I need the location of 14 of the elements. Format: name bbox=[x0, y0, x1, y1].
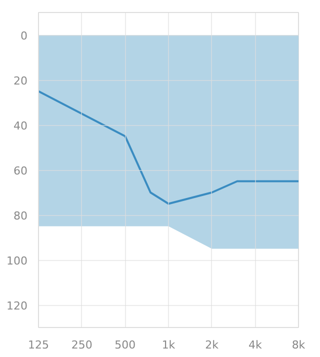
x-tick-label: 250 bbox=[71, 338, 92, 352]
y-tick-label: 60 bbox=[14, 164, 28, 178]
y-tick-label: 80 bbox=[14, 210, 28, 222]
x-tick-label: 8k bbox=[292, 338, 306, 352]
y-tick-label: 0 bbox=[20, 30, 28, 42]
y-tick-label: 40 bbox=[14, 120, 28, 132]
x-tick-label: 2k bbox=[205, 338, 220, 352]
y-tick-label: 100 bbox=[6, 254, 28, 268]
y-tick-label: 120 bbox=[6, 300, 28, 312]
x-tick-label: 4k bbox=[248, 338, 262, 352]
x-tick-label: 500 bbox=[114, 338, 136, 352]
x-tick-label: 125 bbox=[28, 338, 49, 352]
y-tick-label: 20 bbox=[14, 74, 28, 88]
x-tick-label: 1k bbox=[162, 338, 176, 352]
